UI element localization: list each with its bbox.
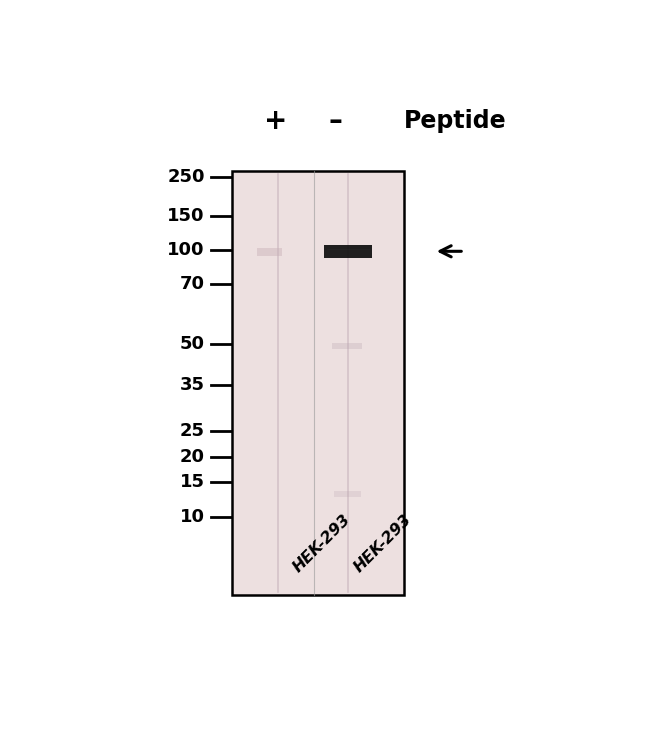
Text: 150: 150 [167, 207, 205, 225]
Bar [257, 248, 281, 256]
Bar [334, 491, 361, 497]
Text: HEK-293: HEK-293 [291, 512, 354, 575]
Bar [332, 343, 362, 349]
Text: 35: 35 [179, 376, 205, 395]
Text: +: + [263, 107, 287, 135]
Text: 25: 25 [179, 422, 205, 439]
Text: 100: 100 [167, 241, 205, 259]
Text: 70: 70 [179, 275, 205, 293]
Text: 250: 250 [167, 168, 205, 186]
Text: 10: 10 [179, 508, 205, 526]
Text: –: – [329, 107, 343, 135]
Text: 20: 20 [179, 448, 205, 466]
Text: HEK-293: HEK-293 [351, 512, 414, 575]
Text: 15: 15 [179, 474, 205, 491]
Text: 50: 50 [179, 335, 205, 354]
Bar [324, 244, 372, 258]
Bar [233, 171, 404, 595]
Text: Peptide: Peptide [404, 108, 506, 132]
